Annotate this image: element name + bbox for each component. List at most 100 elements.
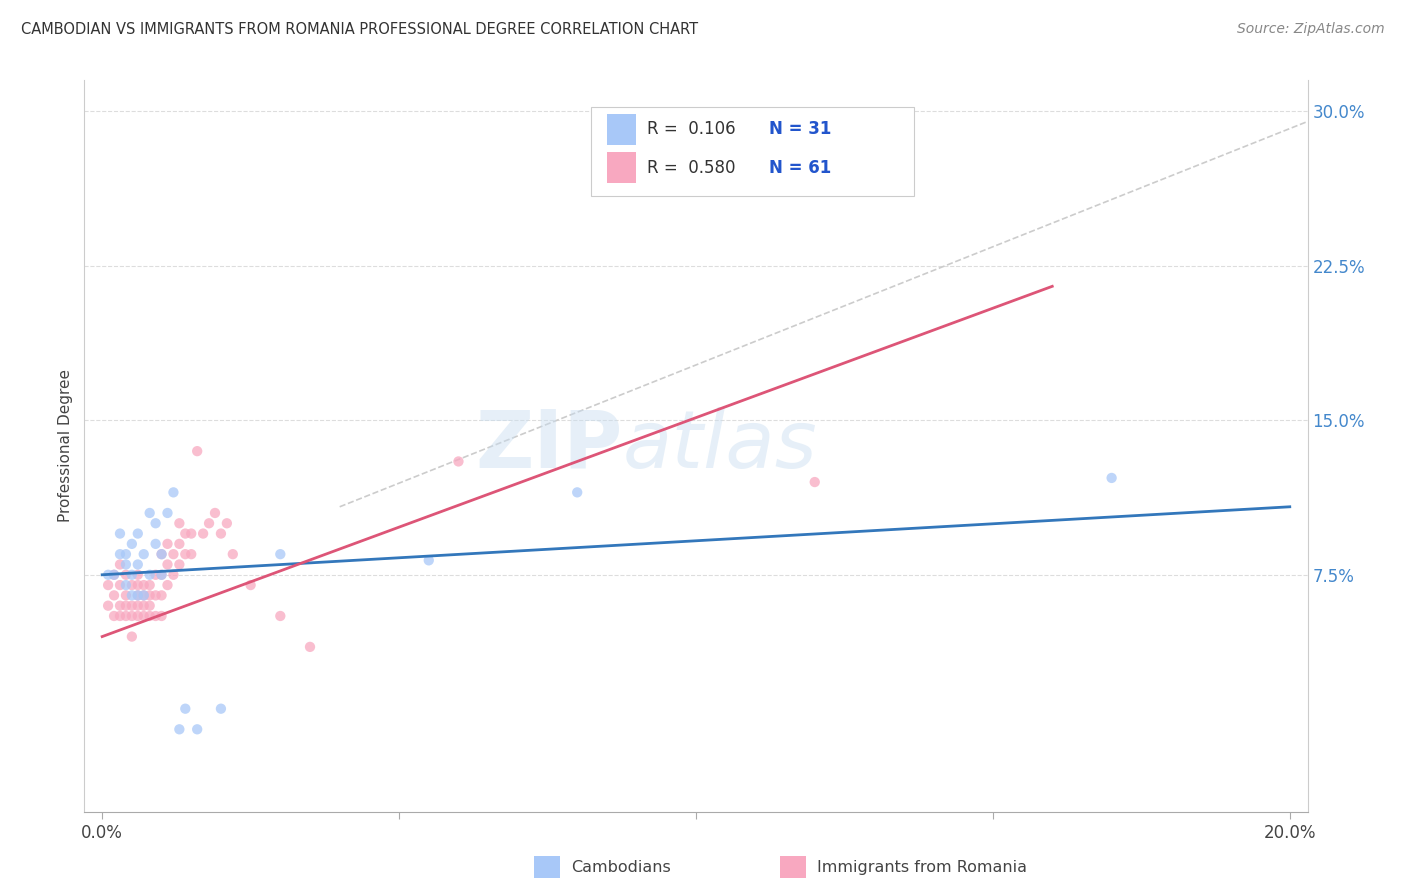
Text: Source: ZipAtlas.com: Source: ZipAtlas.com — [1237, 22, 1385, 37]
Point — [204, 506, 226, 520]
Point — [150, 609, 173, 624]
Point — [1101, 471, 1123, 485]
Point — [115, 599, 138, 613]
Point — [108, 526, 131, 541]
Point — [418, 553, 440, 567]
Point — [127, 588, 149, 602]
Point — [115, 558, 138, 572]
Point — [209, 526, 232, 541]
Point — [150, 547, 173, 561]
Point — [115, 578, 138, 592]
Point — [567, 485, 589, 500]
Point — [127, 558, 149, 572]
Text: R =  0.580: R = 0.580 — [647, 159, 735, 177]
Text: CAMBODIAN VS IMMIGRANTS FROM ROMANIA PROFESSIONAL DEGREE CORRELATION CHART: CAMBODIAN VS IMMIGRANTS FROM ROMANIA PRO… — [21, 22, 699, 37]
Point — [156, 578, 179, 592]
Point — [180, 547, 202, 561]
Point — [150, 547, 173, 561]
Point — [108, 599, 131, 613]
Point — [186, 444, 208, 458]
Point — [115, 547, 138, 561]
Point — [108, 609, 131, 624]
Point — [239, 578, 262, 592]
Point — [156, 537, 179, 551]
Point — [156, 506, 179, 520]
Point — [150, 567, 173, 582]
Point — [209, 702, 232, 716]
Point — [108, 558, 131, 572]
Text: atlas: atlas — [623, 407, 817, 485]
Point — [127, 567, 149, 582]
Point — [115, 609, 138, 624]
Point — [269, 547, 291, 561]
Point — [150, 567, 173, 582]
Point — [145, 567, 167, 582]
Point — [145, 609, 167, 624]
Point — [138, 506, 160, 520]
Point — [186, 723, 208, 737]
Text: R =  0.106: R = 0.106 — [647, 120, 735, 138]
Point — [115, 567, 138, 582]
Point — [121, 599, 143, 613]
Point — [138, 588, 160, 602]
Point — [132, 609, 155, 624]
Point — [103, 609, 125, 624]
Point — [103, 588, 125, 602]
Point — [138, 609, 160, 624]
Point — [169, 537, 191, 551]
Point — [145, 537, 167, 551]
Point — [162, 547, 184, 561]
Point — [97, 578, 120, 592]
Point — [103, 567, 125, 582]
Point — [198, 516, 221, 531]
Point — [138, 599, 160, 613]
Point — [169, 723, 191, 737]
Point — [150, 588, 173, 602]
Point — [145, 516, 167, 531]
Point — [222, 547, 245, 561]
Point — [97, 599, 120, 613]
Point — [298, 640, 321, 654]
Text: N = 61: N = 61 — [769, 159, 831, 177]
Point — [174, 702, 197, 716]
Point — [132, 578, 155, 592]
Point — [115, 588, 138, 602]
Point — [127, 609, 149, 624]
Point — [121, 567, 143, 582]
Point — [169, 558, 191, 572]
Text: Cambodians: Cambodians — [571, 860, 671, 874]
Point — [127, 588, 149, 602]
Point — [447, 454, 470, 468]
Point — [180, 526, 202, 541]
Point — [191, 526, 214, 541]
Point — [162, 485, 184, 500]
Point — [121, 630, 143, 644]
Point — [162, 567, 184, 582]
Point — [174, 526, 197, 541]
Point — [127, 578, 149, 592]
Point — [132, 547, 155, 561]
Y-axis label: Professional Degree: Professional Degree — [58, 369, 73, 523]
Point — [803, 475, 825, 489]
Point — [108, 547, 131, 561]
Text: ZIP: ZIP — [475, 407, 623, 485]
Point — [174, 547, 197, 561]
Point — [132, 588, 155, 602]
Point — [169, 516, 191, 531]
Point — [127, 599, 149, 613]
Point — [132, 588, 155, 602]
Point — [108, 578, 131, 592]
Point — [138, 578, 160, 592]
Point — [156, 558, 179, 572]
Point — [269, 609, 291, 624]
Point — [132, 599, 155, 613]
Point — [138, 567, 160, 582]
Text: Immigrants from Romania: Immigrants from Romania — [817, 860, 1026, 874]
Point — [121, 588, 143, 602]
Text: N = 31: N = 31 — [769, 120, 831, 138]
Point — [121, 578, 143, 592]
Point — [145, 588, 167, 602]
Point — [121, 537, 143, 551]
Point — [215, 516, 238, 531]
Point — [127, 526, 149, 541]
